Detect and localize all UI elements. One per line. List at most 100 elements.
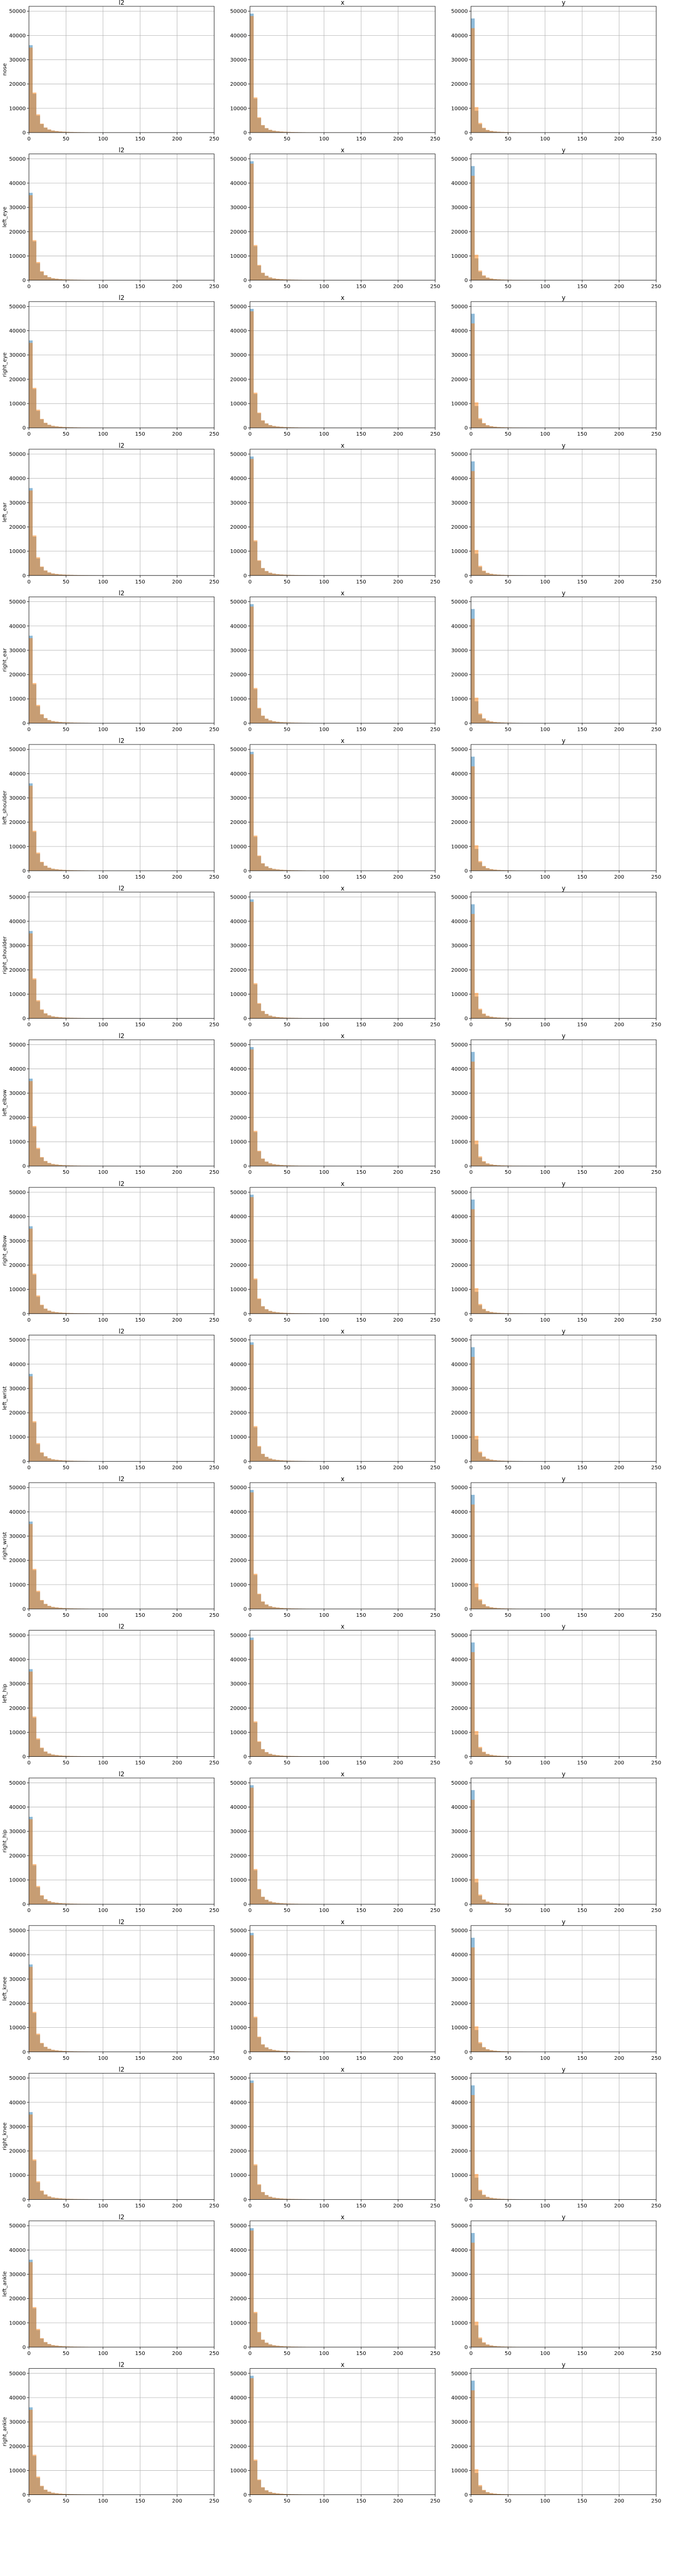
y-tick-label: 50000 [451,9,468,15]
x-tick-label: 0 [469,579,473,585]
histogram-bar [62,427,66,428]
histogram-bar [287,722,291,723]
histogram-bar [44,570,48,576]
histogram-bar [478,713,483,723]
histogram-bar [283,132,287,133]
y-tick-label: 0 [244,130,247,136]
y-tick-label: 40000 [9,476,26,482]
histogram-bar [272,1017,276,1019]
x-tick-label: 250 [209,284,219,290]
subplot-left_wrist-y: 0 50 100 150 200 250 0 10000 20000 30000 40000 5000… [451,1327,661,1471]
histogram-bar [272,1312,276,1314]
x-tick-label: 250 [430,727,440,732]
plot-frame [470,892,657,1019]
x-tick-label: 0 [469,284,473,290]
x-tick-label: 200 [172,579,182,585]
histogram-bar [478,123,483,133]
plot-frame [470,1039,657,1166]
x-tick-label: 200 [172,1317,182,1323]
x-tick-label: 250 [651,579,661,585]
histogram-bar [55,1312,59,1314]
x-tick-label: 150 [577,431,587,437]
x-tick-label: 50 [505,1465,512,1471]
histogram-bar [44,718,48,723]
y-tick-label: 50000 [451,894,468,900]
histogram-bar [268,572,273,576]
histogram-bar [272,130,276,133]
histogram-bar [290,870,295,871]
histogram-bar [268,129,273,133]
x-tick-label: 100 [98,727,108,732]
x-tick-label: 150 [135,1613,145,1618]
subplot-title: l2 [119,1623,125,1631]
x-tick-label: 250 [430,284,440,290]
x-tick-label: 0 [469,1317,473,1323]
histogram-bar [504,722,508,723]
subplot-right_elbow-y: 0 50 100 150 200 250 0 10000 20000 30000 40000 5000… [451,1180,661,1323]
histogram-bar [493,722,497,723]
y-tick-label: 40000 [9,1214,26,1220]
histogram-bar [250,606,254,723]
histogram-bar [497,1165,501,1166]
x-tick-label: 0 [27,1465,31,1471]
x-tick-label: 0 [27,1022,31,1028]
y-tick-label: 20000 [9,1115,26,1121]
histogram-bar [58,1607,63,1609]
x-tick-label: 50 [284,1170,290,1175]
x-tick-label: 200 [172,1760,182,1766]
row-label: left_eye [2,207,8,227]
subplot-title: y [561,1475,565,1483]
histogram-bar [66,870,70,871]
x-tick-label: 150 [356,1317,366,1323]
x-tick-label: 50 [505,1022,512,1028]
y-tick-label: 10000 [451,992,468,998]
histogram-bar [51,1016,55,1019]
histogram-bar [482,1013,486,1019]
subplot-title: y [561,1180,565,1188]
row-label: right_wrist [2,1532,8,1560]
y-tick-label: 40000 [230,476,247,482]
y-tick-label: 40000 [230,180,247,186]
y-tick-label: 20000 [451,820,468,826]
y-tick-label: 0 [23,869,26,874]
histogram-bar [47,1458,52,1462]
histogram-bar [283,1756,287,1757]
y-tick-label: 40000 [9,623,26,629]
y-tick-label: 0 [465,1311,468,1317]
histogram-bar [73,427,77,428]
histogram-bar [51,130,55,133]
x-tick-label: 200 [172,1465,182,1471]
y-tick-label: 30000 [451,1534,468,1539]
y-tick-label: 30000 [230,353,247,358]
x-tick-label: 100 [540,1613,550,1618]
y-tick-label: 20000 [9,1706,26,1712]
y-tick-label: 50000 [451,452,468,458]
histogram-bar [500,1165,505,1166]
subplot-title: y [561,1032,565,1040]
x-tick-label: 100 [540,1317,550,1323]
y-tick-label: 0 [23,1016,26,1022]
histogram-bar [475,1435,479,1462]
subplot-title: l2 [119,885,125,892]
histogram-bar [58,1164,63,1166]
histogram-bar [500,1313,505,1314]
histogram-bar [504,870,508,871]
y-tick-label: 20000 [451,525,468,530]
y-tick-label: 40000 [230,33,247,39]
histogram-bar [29,933,33,1019]
x-tick-label: 100 [540,1022,550,1028]
y-tick-label: 40000 [9,1066,26,1072]
histogram-bar [44,127,48,133]
histogram-bar [33,535,37,576]
histogram-bar [44,1604,48,1609]
histogram-bar [268,868,273,871]
y-tick-label: 20000 [9,377,26,383]
histogram-bar [283,722,287,723]
y-tick-label: 30000 [451,1239,468,1244]
subplot-title: y [561,147,565,154]
y-tick-label: 20000 [230,1706,247,1712]
x-tick-label: 0 [469,1613,473,1618]
x-tick-label: 50 [284,284,290,290]
histogram-bar [36,409,41,428]
x-tick-label: 0 [248,874,252,880]
